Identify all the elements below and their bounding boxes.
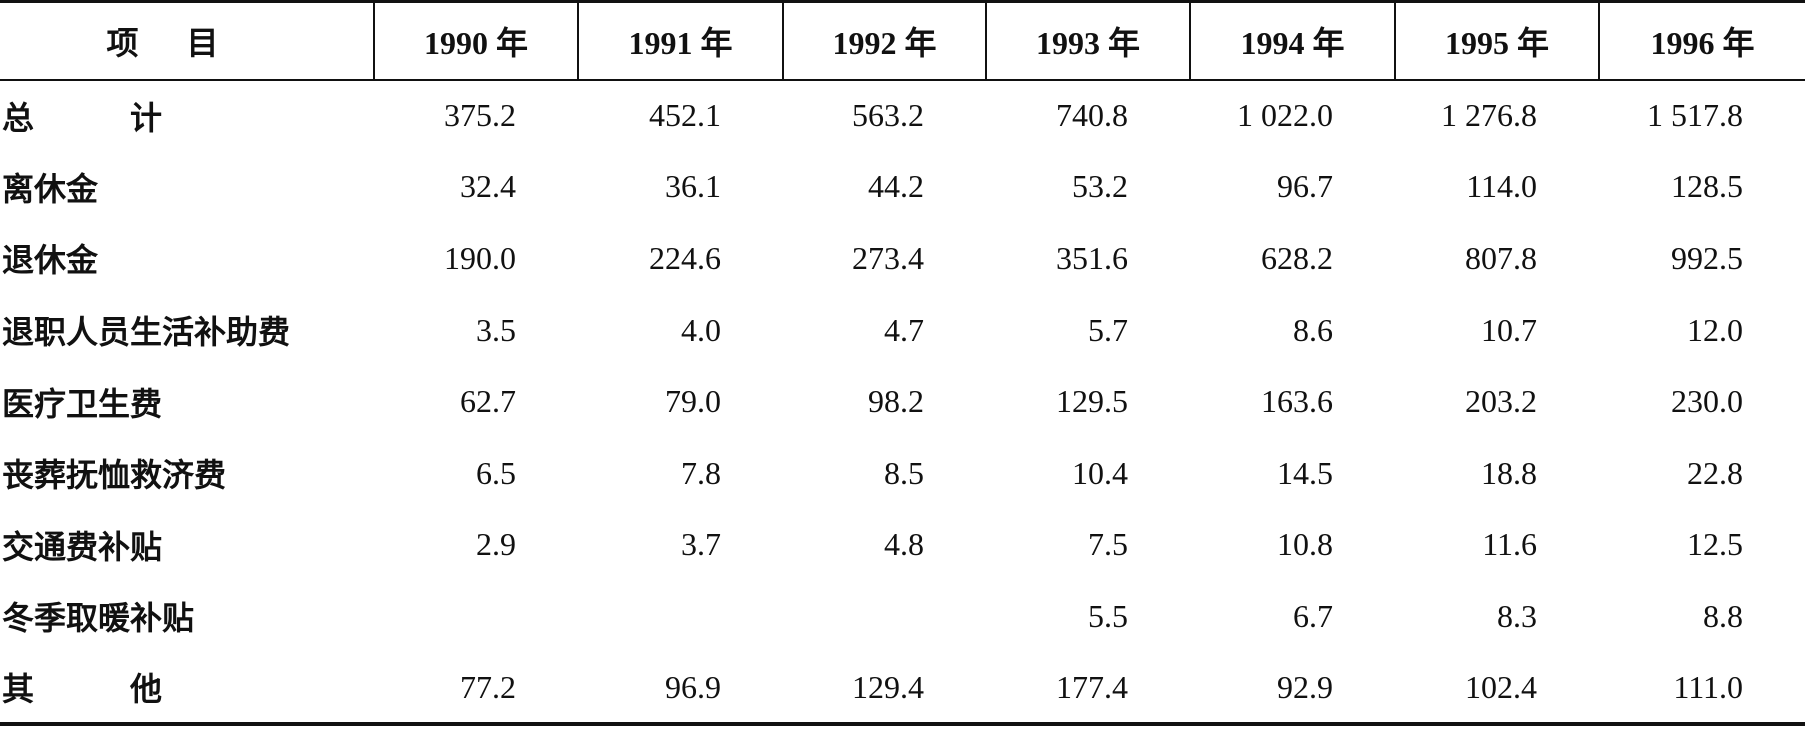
value-cell: 53.2 (1072, 168, 1128, 205)
value-cell: 10.7 (1481, 311, 1537, 348)
row-label: 冬季取暖补贴 (2, 600, 195, 637)
value-cell: 12.0 (1687, 311, 1743, 348)
value-cell: 1 022.0 (1237, 97, 1333, 134)
value-cell: 14.5 (1277, 454, 1333, 491)
value-cell: 18.8 (1481, 454, 1537, 491)
value-cell: 4.8 (884, 526, 924, 563)
value-cell: 1 517.8 (1647, 97, 1743, 134)
header-year: 1990 年 (373, 0, 578, 81)
table-header: 项目 1990 年 1991 年 1992 年 1993 年 1994 年 1995 年 19… (0, 0, 1805, 81)
value-cell: 22.8 (1687, 454, 1743, 491)
value-cell: 4.7 (884, 311, 924, 348)
value-cell: 807.8 (1465, 239, 1537, 276)
value-cell: 79.0 (665, 383, 721, 420)
table-body: 总计 375.2 452.1 563.2 740.8 1 022.0 1 276.8 1 51… (0, 80, 1805, 726)
value-cell: 96.9 (578, 652, 783, 726)
table-row: 医疗卫生费 62.7 79.0 98.2 129.5 163.6 203.2 230.0 (0, 366, 1805, 438)
value-cell: 5.7 (1088, 311, 1128, 348)
table-row: 离休金 32.4 36.1 44.2 53.2 96.7 114.0 128.5 (0, 151, 1805, 223)
value-cell: 7.8 (681, 454, 721, 491)
value-cell: 1 276.8 (1441, 97, 1537, 134)
value-cell: 92.9 (1190, 652, 1395, 726)
value-cell: 128.5 (1671, 168, 1743, 205)
table-row: 总计 375.2 452.1 563.2 740.8 1 022.0 1 276.8 1 51… (0, 80, 1805, 152)
row-label: 离休金 (2, 170, 99, 207)
value-cell: 8.5 (884, 454, 924, 491)
value-cell: 163.6 (1261, 383, 1333, 420)
header-row: 项目 1990 年 1991 年 1992 年 1993 年 1994 年 1995 年 19… (0, 0, 1805, 81)
value-cell: 10.8 (1277, 526, 1333, 563)
header-year: 1991 年 (577, 0, 783, 81)
table-row: 退职人员生活补助费 3.5 4.0 4.7 5.7 8.6 10.7 12.0 (0, 294, 1805, 366)
value-cell: 5.5 (1088, 597, 1128, 634)
value-cell: 10.4 (1072, 454, 1128, 491)
table-row: 冬季取暖补贴 5.5 6.7 8.3 8.8 (0, 581, 1805, 653)
row-label: 退职人员生活补助费 (2, 314, 291, 351)
value-cell: 351.6 (1056, 239, 1128, 276)
value-cell: 62.7 (460, 383, 516, 420)
row-label: 丧葬抚恤救济费 (2, 457, 227, 494)
value-cell: 12.5 (1687, 526, 1743, 563)
table-row: 退休金 190.0 224.6 273.4 351.6 628.2 807.8 992.5 (0, 223, 1805, 295)
empty-cell (578, 581, 783, 653)
empty-cell (783, 581, 986, 653)
value-cell: 177.4 (986, 652, 1190, 726)
table-row: 丧葬抚恤救济费 6.5 7.8 8.5 10.4 14.5 18.8 22.8 (0, 437, 1805, 509)
value-cell: 7.5 (1088, 526, 1128, 563)
value-cell: 102.4 (1395, 652, 1599, 726)
value-cell: 628.2 (1261, 239, 1333, 276)
row-label: 退休金 (2, 242, 99, 279)
header-year: 1992 年 (782, 0, 986, 81)
row-label: 总计 (2, 99, 259, 136)
value-cell: 6.5 (476, 454, 516, 491)
value-cell: 375.2 (444, 97, 516, 134)
value-cell: 273.4 (852, 239, 924, 276)
header-label: 项目 (0, 0, 374, 81)
value-cell: 11.6 (1482, 526, 1537, 563)
empty-cell (374, 581, 578, 653)
header-year: 1994 年 (1189, 0, 1395, 81)
row-label: 医疗卫生费 (2, 385, 163, 422)
value-cell: 992.5 (1671, 239, 1743, 276)
value-cell: 230.0 (1671, 383, 1743, 420)
header-year: 1996 年 (1598, 0, 1805, 81)
header-year: 1993 年 (985, 0, 1190, 81)
value-cell: 77.2 (374, 652, 578, 726)
value-cell: 129.5 (1056, 383, 1128, 420)
value-cell: 129.4 (783, 652, 986, 726)
value-cell: 4.0 (681, 311, 721, 348)
value-cell: 8.3 (1497, 597, 1537, 634)
value-cell: 36.1 (665, 168, 721, 205)
value-cell: 190.0 (444, 239, 516, 276)
value-cell: 6.7 (1293, 597, 1333, 634)
value-cell: 8.6 (1293, 311, 1333, 348)
value-cell: 114.0 (1466, 168, 1537, 205)
value-cell: 740.8 (1056, 97, 1128, 134)
value-cell: 452.1 (649, 97, 721, 134)
table-row: 交通费补贴 2.9 3.7 4.8 7.5 10.8 11.6 12.5 (0, 509, 1805, 581)
value-cell: 2.9 (476, 526, 516, 563)
value-cell: 96.7 (1277, 168, 1333, 205)
row-label: 其他 (0, 652, 374, 726)
value-cell: 3.5 (476, 311, 516, 348)
row-label: 交通费补贴 (2, 528, 163, 565)
header-year: 1995 年 (1394, 0, 1599, 81)
value-cell: 563.2 (852, 97, 924, 134)
value-cell: 8.8 (1703, 597, 1743, 634)
value-cell: 3.7 (681, 526, 721, 563)
value-cell: 98.2 (868, 383, 924, 420)
value-cell: 111.0 (1599, 652, 1805, 726)
value-cell: 32.4 (460, 168, 516, 205)
table-row: 其他 77.2 96.9 129.4 177.4 92.9 102.4 111.0 (0, 652, 1805, 726)
value-cell: 224.6 (649, 239, 721, 276)
value-cell: 44.2 (868, 168, 924, 205)
value-cell: 203.2 (1465, 383, 1537, 420)
